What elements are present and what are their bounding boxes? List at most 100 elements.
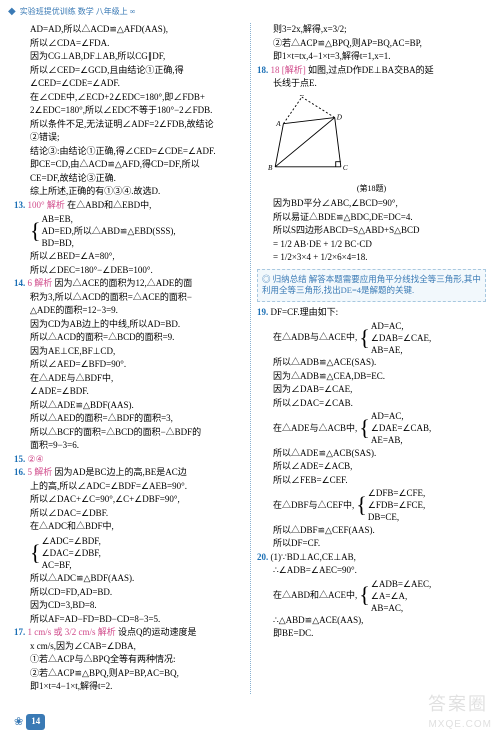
text: 所以∠DAC=∠DBF. [14,507,244,521]
text: AD=AC, [371,320,431,332]
q16-num: 16. [14,467,25,477]
text: 所以∠DAC+∠C=90°,∠C+∠DBF=90°, [14,493,244,507]
text: ②若△ACP≌△BPQ,则AP=BP,AC=BQ, [14,667,244,681]
text: 即1×t=4−1×t,解得t=2. [14,680,244,694]
explain-label: 解析 [34,278,52,288]
brace: { ∠ADC=∠BDF, ∠DAC=∠DBF, AC=BF, [14,535,244,571]
brace-icon: { [30,550,41,557]
text: ∠DAC=∠DBF, [42,547,101,559]
text: 所以DF=CF. [257,537,486,551]
text: DF=CF.理由如下: [271,307,339,317]
text: 所以∠BED=∠A=80°, [14,250,244,264]
q20-num: 20. [257,552,268,562]
text: 所以△AED的面积=△BDF的面积=3, [14,412,244,426]
text: ②错误; [14,131,244,145]
text: 所以AF=AD−FD=BD−CD=8−3=5. [14,613,244,627]
text: ∠A=∠A, [371,590,431,602]
text: ∠ADB=∠AEC, [371,578,431,590]
q15-line: 15. ②④ [14,453,244,467]
text: BD=BD, [42,237,176,249]
text: ∠ADC=∠BDF, [42,535,101,547]
text: AD=AC, [371,410,431,422]
text: 所以∠CDA=∠FDA. [14,37,244,51]
brace-icon: { [30,228,41,235]
line-with-brace: 在△ADE与△ACB中, { AD=AC, ∠DAE=∠CAB, AE=AB, [257,410,486,446]
explain-label: 解析 [98,627,116,637]
text: ∠DAE=∠CAB, [371,422,431,434]
q14-num: 14. [14,278,25,288]
text: 综上所述,正确的有①③④.故选D. [14,185,244,199]
svg-text:E: E [299,95,305,98]
q20-line: 20. (1)∵BD⊥AC,CE⊥AB, [257,551,486,565]
q18-ans: 18 [271,65,280,75]
text: 在△ADE与△ACB中, [273,422,357,436]
text: ∠DFB=∠CFE, [368,487,425,499]
text: 2∠EDC=180°,所以∠EDC不等于180°−2∠FDB. [14,104,244,118]
text: 因为∠DAB=∠CAE, [257,383,486,397]
text: 上的高,所以∠ADC=∠BDF=∠AEB=90°. [14,480,244,494]
text: = 1/2 AB·DE + 1/2 BC·CD [257,238,486,252]
text: 所以∠DEC=180°−∠DEB=100°. [14,264,244,278]
q17-ans: 1 cm/s 或 3/2 cm/s [28,627,96,637]
text: 如图,过点D作DE⊥BA交BA的延 [308,65,434,75]
text: ②若△ACP≌△BPQ,则AP=BQ,AC=BP, [257,37,486,51]
text: 所以CD=FD,AD=BD. [14,586,244,600]
text: ∠FDB=∠FCE, [368,499,425,511]
brace-icon: { [359,335,370,342]
q19-line: 19. DF=CF.理由如下: [257,306,486,320]
text: 所以△ADE≌△ACB(SAS). [257,447,486,461]
brace-content: ∠DFB=∠CFE, ∠FDB=∠FCE, DB=CE, [368,487,425,523]
q17-num: 17. [14,627,25,637]
text: 在△ADE与△BDF中, [14,372,244,386]
q14-line: 14. 6 解析 因为△ACE的面积为12,△ADE的面 [14,277,244,291]
page-footer: ❀ 14 [14,714,45,731]
q19-num: 19. [257,307,268,317]
q18-caption: (第18题) [257,183,486,195]
text: 在△ADB与△ACE中, [273,331,357,345]
text: (1)∵BD⊥AC,CE⊥AB, [271,552,356,562]
text: 在△ADC和△BDF中, [14,520,244,534]
svg-text:C: C [343,163,348,171]
text: 在∠CDE中,∠ECD+2∠EDC=180°,即∠FDB+ [14,91,244,105]
text: 所以S四边形ABCD=S△ABD+S△BCD [257,224,486,238]
text: ∴△ABD≌△ACE(AAS), [257,614,486,628]
text: 因为△ADB≌△CEA,DB=EC. [257,370,486,384]
q15-ans: ②④ [28,454,44,464]
explain-label: 解析 [47,200,65,210]
text: 所以∠ADE=∠ACB, [257,460,486,474]
text: 因为CD=3,BD=8. [14,599,244,613]
text: AD=ED,所以△ABD≌△EBD(SSS), [42,225,176,237]
brace-icon: { [359,425,370,432]
note-title: ◎ 归纳总结 [262,274,307,284]
brace-icon: { [359,592,370,599]
q16-ans: 5 [28,467,33,477]
line-with-brace: 在△DBF与△CEF中, { ∠DFB=∠CFE, ∠FDB=∠FCE, DB=… [257,487,486,523]
summary-box: ◎ 归纳总结 解答本题需要应用角平分线找全等三角形,其中利用全等三角形,找出DE… [257,269,486,303]
explain-label: 解析 [34,467,52,477]
text: AB=AC, [371,602,431,614]
text: 所以△ACD的面积=△BCD的面积=9. [14,331,244,345]
q13-line: 13. 100° 解析 在△ABD和△EBD中, [14,199,244,213]
text: 所以易证△BDE≌△BDC,DE=DC=4. [257,211,486,225]
text: DB=CE, [368,511,425,523]
q17-line: 17. 1 cm/s 或 3/2 cm/s 解析 设点Q的运动速度是 [14,626,244,640]
line-with-brace: 在△ABD和△ACE中, { ∠ADB=∠AEC, ∠A=∠A, AB=AC, [257,578,486,614]
text: 因为CG⊥AB,DF⊥AB,所以CG∥DF, [14,50,244,64]
text: AB=AE, [371,344,431,356]
text: 因为CD为AB边上的中线,所以AD=BD. [14,318,244,332]
text: 即CE=CD,由△ACD≌△AFD,得CD=DF,所以 [14,158,244,172]
watermark-url: MXQE.COM [428,717,492,732]
brace-icon: { [356,502,367,509]
text: 因为AD是BC边上的高,BE是AC边 [55,467,187,477]
text: 积为3,所以△ACD的面积=△ACE的面积− [14,291,244,305]
q13-ans: 100° [28,200,45,210]
text: x cm/s,因为∠CAB=∠DBA, [14,640,244,654]
q15-num: 15. [14,454,25,464]
text: 所以△BCF的面积=△BCD的面积−△BDF的 [14,426,244,440]
content: AD=AD,所以△ACD≌△AFD(AAS), 所以∠CDA=∠FDA. 因为C… [0,23,500,694]
text: 所以∠AED=∠BFD=90°. [14,358,244,372]
text: ∴∠ADB=∠AEC=90°. [257,564,486,578]
page-number: 14 [26,714,45,730]
brace-content: AB=EB, AD=ED,所以△ABD≌△EBD(SSS), BD=BD, [42,213,176,249]
text: 所以△ADC≌△BDF(AAS). [14,572,244,586]
